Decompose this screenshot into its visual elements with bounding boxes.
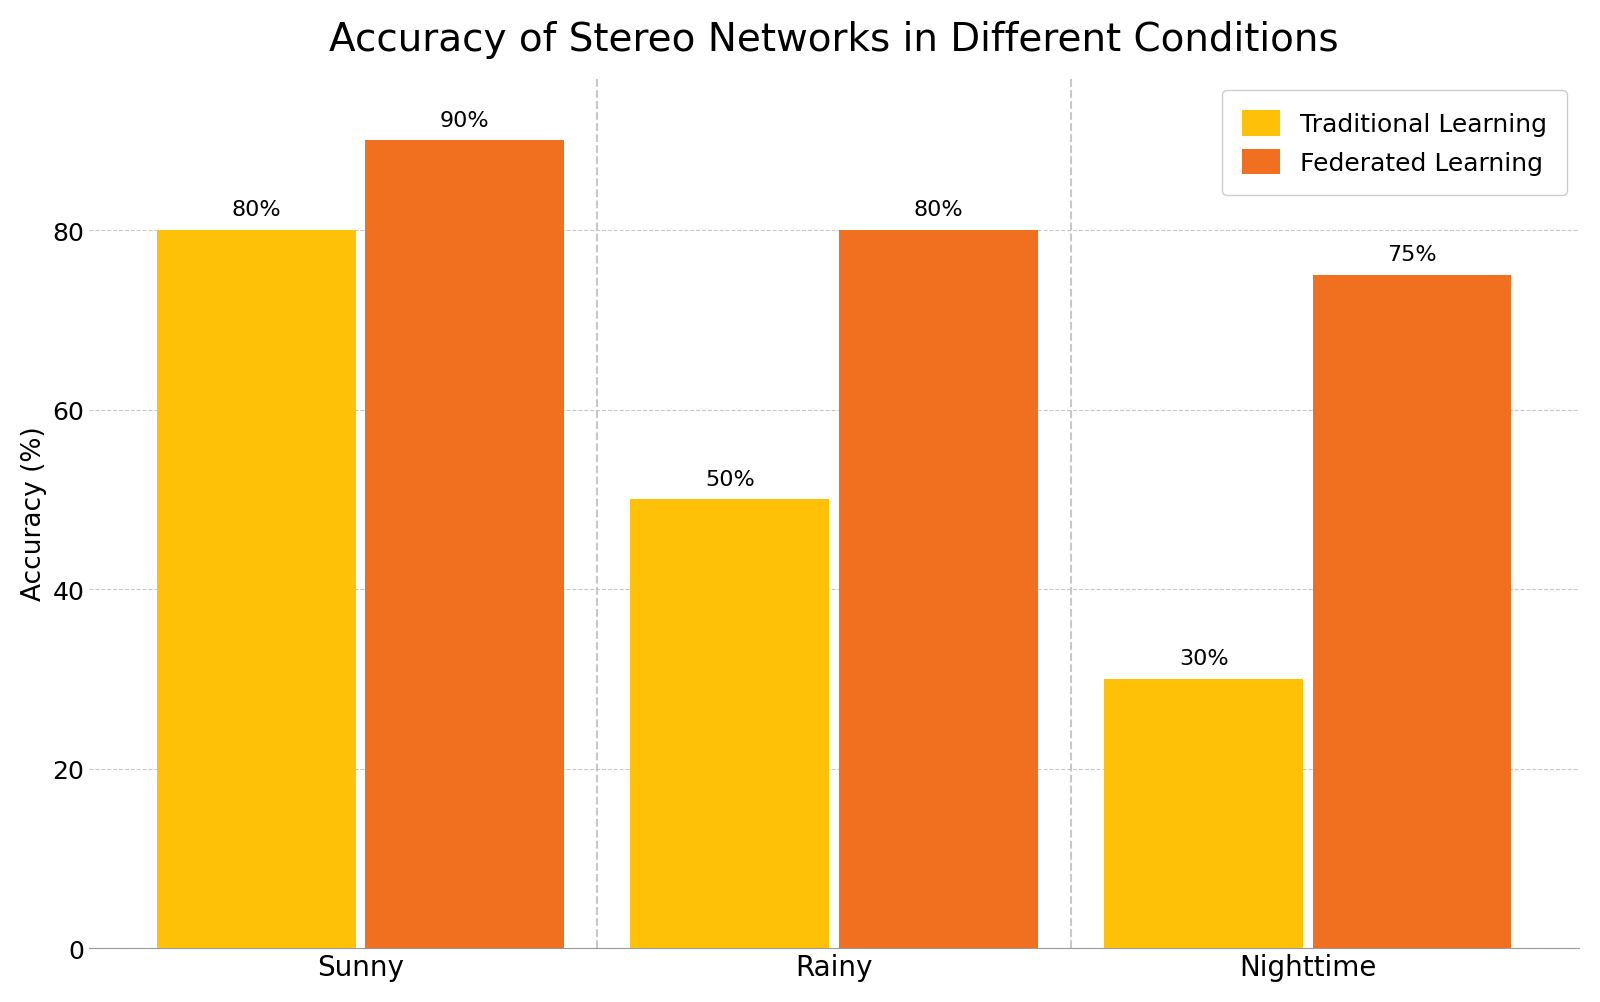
Text: 80%: 80%: [914, 200, 963, 220]
Bar: [630, 500, 829, 948]
Title: Accuracy of Stereo Networks in Different Conditions: Accuracy of Stereo Networks in Different…: [330, 21, 1339, 59]
Text: 75%: 75%: [1387, 245, 1437, 266]
Bar: [365, 141, 565, 948]
Bar: [157, 231, 355, 948]
Y-axis label: Accuracy (%): Accuracy (%): [21, 426, 46, 601]
Bar: [1312, 276, 1512, 948]
Bar: [838, 231, 1038, 948]
Text: 90%: 90%: [440, 110, 490, 130]
Bar: [1104, 679, 1302, 948]
Text: 80%: 80%: [232, 200, 282, 220]
Text: 50%: 50%: [706, 469, 755, 489]
Legend: Traditional Learning, Federated Learning: Traditional Learning, Federated Learning: [1222, 91, 1566, 196]
Text: 30%: 30%: [1179, 648, 1229, 668]
